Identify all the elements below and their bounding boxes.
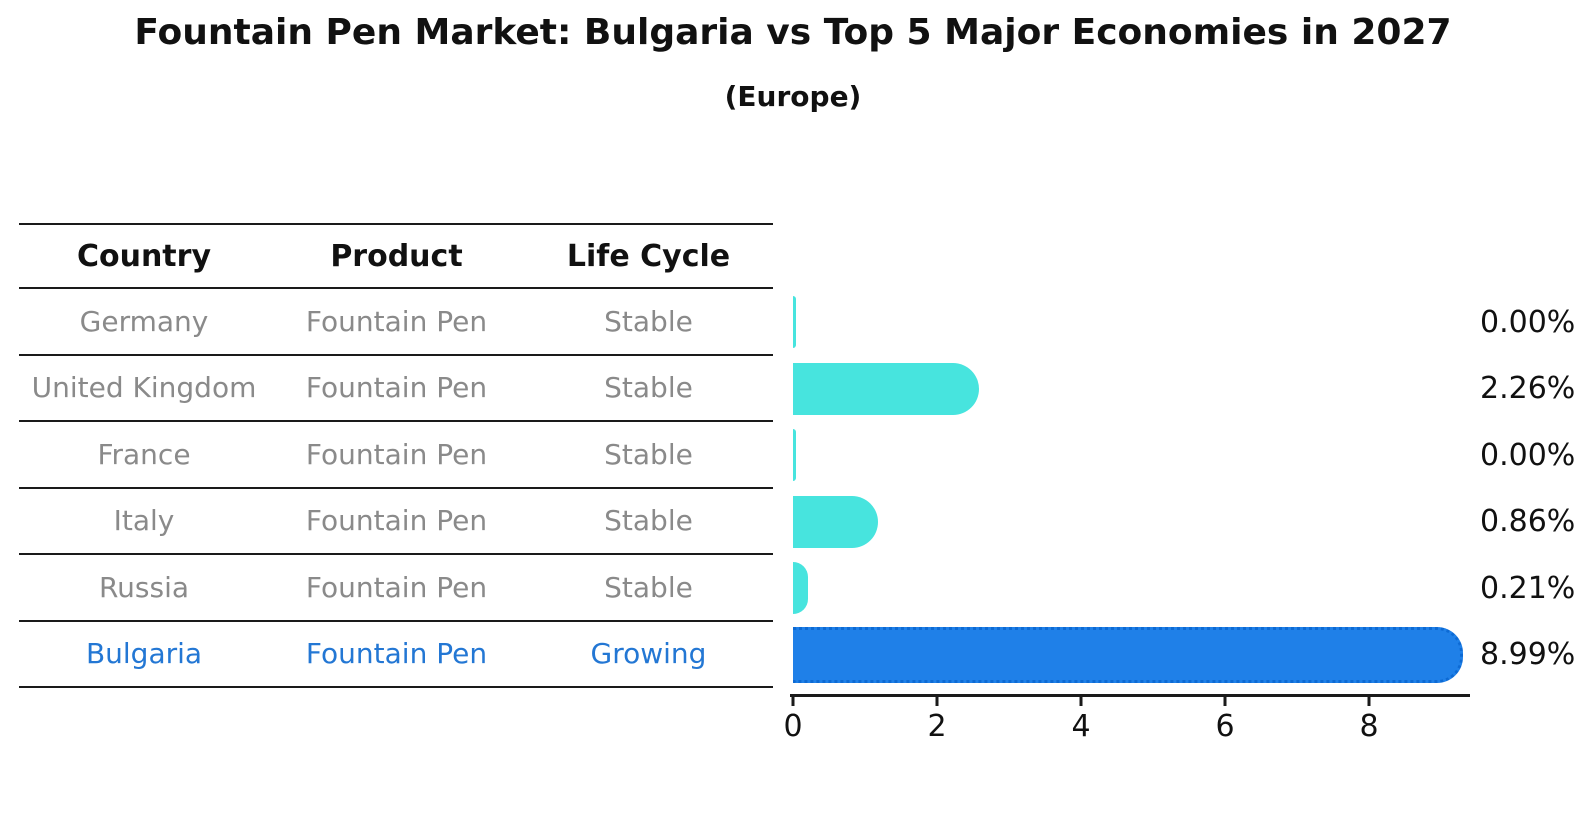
x-axis-tick [1223, 697, 1227, 706]
bar-row-united-kingdom [793, 356, 1473, 423]
table-row-italy: Italy Fountain Pen Stable [19, 489, 773, 555]
cell-life-cycle: Growing [590, 637, 707, 671]
bar-russia [793, 562, 809, 615]
cell-product: Fountain Pen [305, 371, 488, 405]
cell-country: France [97, 437, 191, 471]
value-labels: 0.00% 2.26% 0.00% 0.86% 0.21% 8.99% [1480, 289, 1586, 688]
table-row-russia: Russia Fountain Pen Stable [19, 555, 773, 622]
bar-row-russia [793, 555, 1473, 622]
cell-life-cycle: Stable [604, 570, 693, 604]
bar-germany [793, 296, 796, 349]
x-axis-tick [791, 697, 795, 706]
value-label-russia: 0.21% [1480, 570, 1576, 606]
cell-product: Fountain Pen [305, 637, 488, 671]
value-label-france: 0.00% [1480, 437, 1576, 473]
table-row-united-kingdom: United Kingdom Fountain Pen Stable [19, 356, 773, 422]
bar-plot-area [793, 289, 1473, 688]
bar-france [793, 429, 796, 482]
table-row-bulgaria: Bulgaria Fountain Pen Growing [19, 622, 773, 688]
x-axis-tick-label: 0 [783, 709, 803, 744]
chart-subtitle: (Europe) [724, 80, 862, 113]
cell-country: Italy [113, 504, 175, 538]
cell-country: United Kingdom [31, 371, 257, 405]
cell-life-cycle: Stable [604, 504, 693, 538]
cell-country: Germany [79, 304, 209, 338]
cell-life-cycle: Stable [604, 437, 693, 471]
cell-life-cycle: Stable [604, 371, 693, 405]
cell-country: Russia [98, 570, 190, 604]
x-axis-tick [1367, 697, 1371, 706]
table-row-germany: Germany Fountain Pen Stable [19, 289, 773, 356]
country-table: Country Product Life Cycle Germany Fount… [19, 223, 773, 688]
bar-row-bulgaria [793, 622, 1473, 689]
column-header-country: Country [76, 238, 212, 274]
cell-product: Fountain Pen [305, 304, 488, 338]
x-axis-tick-label: 6 [1215, 709, 1235, 744]
column-header-product: Product [330, 238, 463, 274]
value-label-germany: 0.00% [1480, 304, 1576, 340]
value-label-italy: 0.86% [1480, 504, 1576, 540]
chart-title: Fountain Pen Market: Bulgaria vs Top 5 M… [134, 12, 1452, 53]
cell-product: Fountain Pen [305, 570, 488, 604]
column-header-life-cycle: Life Cycle [566, 238, 731, 274]
table-row-france: France Fountain Pen Stable [19, 422, 773, 489]
x-axis-tick-label: 2 [927, 709, 947, 744]
bar-italy [793, 495, 878, 548]
cell-product: Fountain Pen [305, 437, 488, 471]
bar-row-germany [793, 289, 1473, 356]
cell-country: Bulgaria [85, 637, 203, 671]
table-header-row: Country Product Life Cycle [19, 223, 773, 289]
cell-life-cycle: Stable [604, 304, 693, 338]
value-label-united-kingdom: 2.26% [1480, 371, 1576, 407]
bar-row-italy [793, 489, 1473, 556]
cell-product: Fountain Pen [305, 504, 488, 538]
bar-united-kingdom [793, 362, 979, 415]
x-axis-line [790, 694, 1470, 697]
x-axis-tick-label: 8 [1359, 709, 1379, 744]
x-axis-tick-label: 4 [1071, 709, 1091, 744]
x-axis-tick [1079, 697, 1083, 706]
bar-row-france [793, 422, 1473, 489]
value-label-bulgaria: 8.99% [1480, 637, 1576, 673]
bar-bulgaria [793, 626, 1464, 683]
x-axis-ticks: 0 2 4 6 8 [783, 697, 1473, 747]
x-axis-tick [935, 697, 939, 706]
